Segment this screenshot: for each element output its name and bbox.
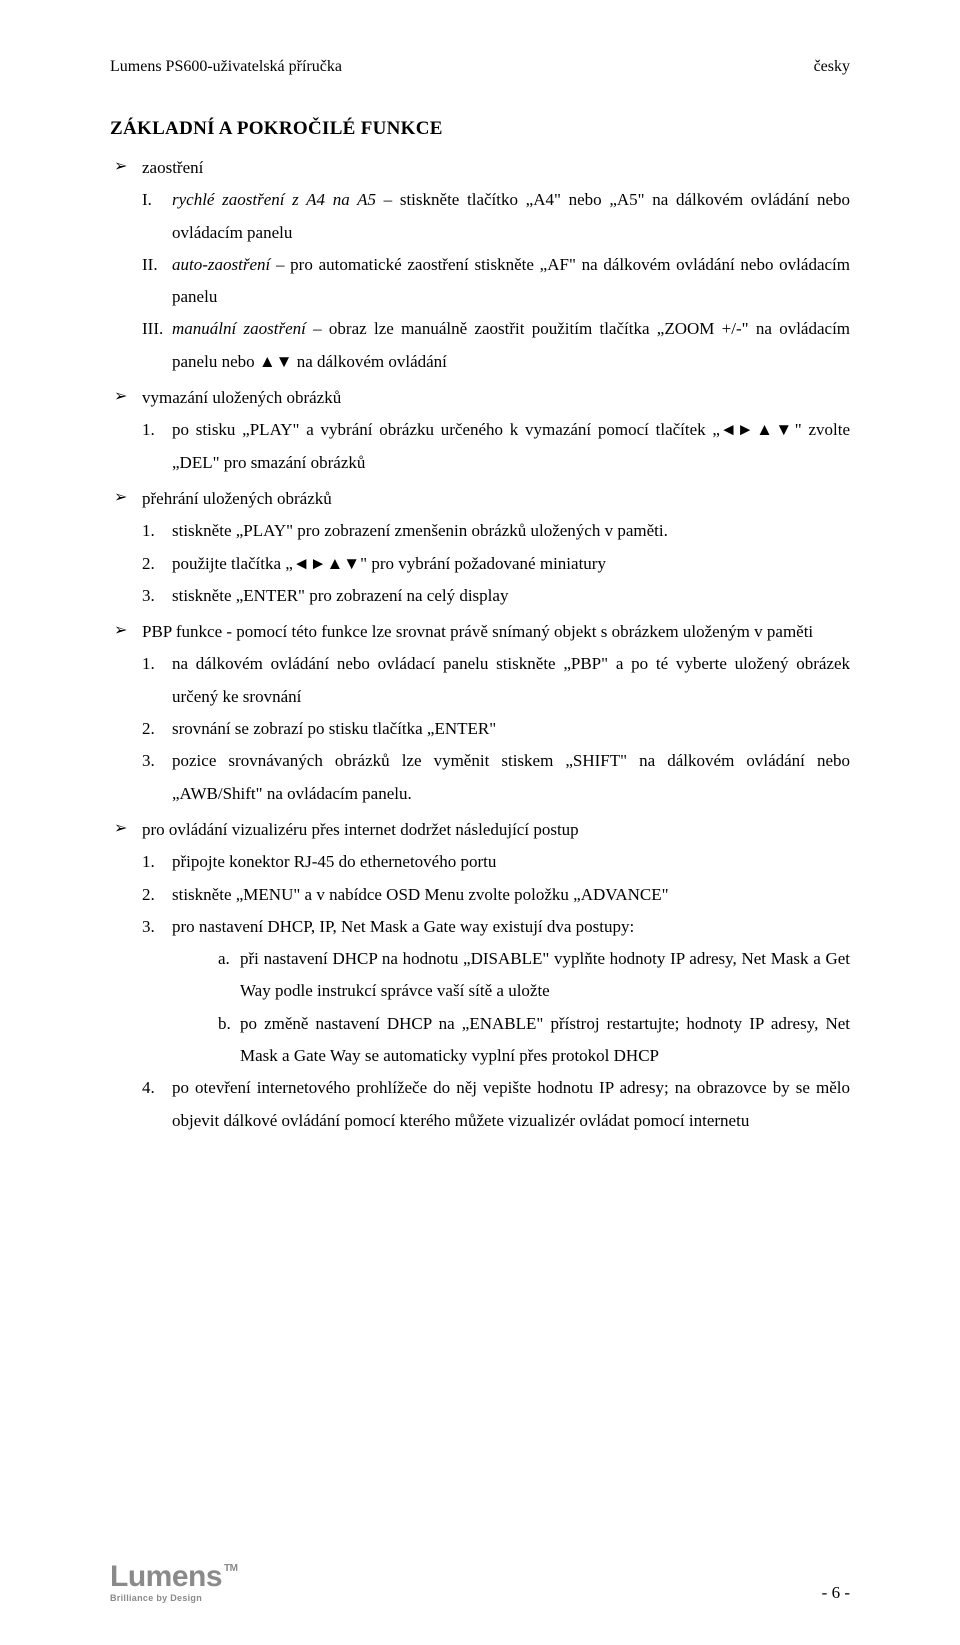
bullet-label: pro ovládání vizualizéru přes internet d…	[142, 820, 579, 839]
bullet-item: pro ovládání vizualizéru přes internet d…	[142, 814, 850, 1137]
sub-text: pozice srovnávaných obrázků lze vyměnit …	[172, 751, 850, 802]
sub-text: auto-zaostření – pro automatické zaostře…	[172, 255, 850, 306]
sub-item: 3.stiskněte „ENTER" pro zobrazení na cel…	[172, 580, 850, 612]
bullet-label: přehrání uložených obrázků	[142, 489, 332, 508]
sub-item: 1.stiskněte „PLAY" pro zobrazení zmenšen…	[172, 515, 850, 547]
italic-term: auto-zaostření	[172, 255, 270, 274]
sub-marker: 2.	[142, 879, 155, 911]
bullet-label: vymazání uložených obrázků	[142, 388, 341, 407]
sub-item: 1.po stisku „PLAY" a vybrání obrázku urč…	[172, 414, 850, 479]
sub-marker: 1.	[142, 414, 155, 446]
sub-marker: 2.	[142, 548, 155, 580]
sub-marker: 3.	[142, 580, 155, 612]
italic-term: manuální zaostření	[172, 319, 306, 338]
italic-term: rychlé zaostření z A4 na A5	[172, 190, 376, 209]
sub-list: 1. na dálkovém ovládání nebo ovládací pan…	[142, 648, 850, 809]
sub-list: 1. po stisku „PLAY" a vybrání obrázku urč…	[142, 414, 850, 479]
sub-sub-marker: b.	[218, 1008, 231, 1040]
sub-text: pro nastavení DHCP, IP, Net Mask a Gate …	[172, 917, 634, 936]
sub-item: 2.použijte tlačítka „◄►▲▼" pro vybrání p…	[172, 548, 850, 580]
page-header: Lumens PS600-uživatelská příručka česky	[110, 58, 850, 76]
main-heading: ZÁKLADNÍ A POKROČILÉ FUNKCE	[110, 118, 850, 140]
logo-tagline: Brilliance by Design	[110, 1593, 235, 1603]
header-left: Lumens PS600-uživatelská příručka	[110, 58, 342, 76]
sub-item: 3.pro nastavení DHCP, IP, Net Mask a Gat…	[172, 911, 850, 1072]
bullet-item: vymazání uložených obrázků 1. po stisku „P…	[142, 382, 850, 479]
sub-sub-marker: a.	[218, 943, 230, 975]
bullet-label: PBP funkce - pomocí této funkce lze srov…	[142, 622, 813, 641]
sub-item: I.rychlé zaostření z A4 na A5 – stisknět…	[172, 184, 850, 249]
sub-item: 1.připojte konektor RJ-45 do ethernetové…	[172, 846, 850, 878]
sub-sub-list: a. při nastavení DHCP na hodnotu „DISABLE…	[172, 943, 850, 1072]
sub-list: 1. stiskněte „PLAY" pro zobrazení zmenšen…	[142, 515, 850, 612]
sub-text: po stisku „PLAY" a vybrání obrázku určen…	[172, 420, 850, 471]
bullet-item: přehrání uložených obrázků 1. stiskněte „P…	[142, 483, 850, 612]
sub-item: 3.pozice srovnávaných obrázků lze vyměni…	[172, 745, 850, 810]
sub-marker: 2.	[142, 713, 155, 745]
sub-sub-item: b.po změně nastavení DHCP na „ENABLE" př…	[240, 1008, 850, 1073]
header-right: česky	[814, 58, 850, 76]
sub-sub-item: a.při nastavení DHCP na hodnotu „DISABLE…	[240, 943, 850, 1008]
sub-text: stiskněte „MENU" a v nabídce OSD Menu zv…	[172, 885, 669, 904]
page-number: - 6 -	[822, 1583, 850, 1603]
sub-item: 2.srovnání se zobrazí po stisku tlačítka…	[172, 713, 850, 745]
sub-item: 1.na dálkovém ovládání nebo ovládací pan…	[172, 648, 850, 713]
sub-item: 4.po otevření internetového prohlížeče d…	[172, 1072, 850, 1137]
bullet-item: PBP funkce - pomocí této funkce lze srov…	[142, 616, 850, 810]
sub-marker: 1.	[142, 846, 155, 878]
sub-text: stiskněte „PLAY" pro zobrazení zmenšenin…	[172, 521, 668, 540]
content-list: zaostření I. rychlé zaostření z A4 na A5 –…	[110, 152, 850, 1137]
sub-sub-text: při nastavení DHCP na hodnotu „DISABLE" …	[240, 949, 850, 1000]
sub-text: rychlé zaostření z A4 na A5 – stiskněte …	[172, 190, 850, 241]
sub-marker: I.	[142, 184, 152, 216]
sub-item: 2.stiskněte „MENU" a v nabídce OSD Menu …	[172, 879, 850, 911]
sub-marker: 3.	[142, 745, 155, 777]
sub-marker: 1.	[142, 648, 155, 680]
sub-text: připojte konektor RJ-45 do ethernetového…	[172, 852, 496, 871]
sub-marker: II.	[142, 249, 158, 281]
sub-marker: 3.	[142, 911, 155, 943]
logo-tm: TM	[224, 1563, 237, 1574]
sub-text: stiskněte „ENTER" pro zobrazení na celý …	[172, 586, 508, 605]
sub-sub-text: po změně nastavení DHCP na „ENABLE" přís…	[240, 1014, 850, 1065]
sub-text: manuální zaostření – obraz lze manuálně …	[172, 319, 850, 370]
bullet-label: zaostření	[142, 158, 203, 177]
sub-text: po otevření internetového prohlížeče do …	[172, 1078, 850, 1129]
logo-text: LumensTM	[110, 1562, 235, 1592]
bullet-item: zaostření I. rychlé zaostření z A4 na A5 –…	[142, 152, 850, 378]
brand-logo: LumensTM Brilliance by Design	[110, 1562, 235, 1603]
logo-main-text: Lumens	[110, 1560, 222, 1593]
sub-marker: III.	[142, 313, 163, 345]
sub-text: na dálkovém ovládání nebo ovládací panel…	[172, 654, 850, 705]
sub-item: III.manuální zaostření – obraz lze manuá…	[172, 313, 850, 378]
sub-list: 1. připojte konektor RJ-45 do ethernetové…	[142, 846, 850, 1137]
sub-text: použijte tlačítka „◄►▲▼" pro vybrání pož…	[172, 554, 606, 573]
sub-marker: 4.	[142, 1072, 155, 1104]
sub-item: II.auto-zaostření – pro automatické zaos…	[172, 249, 850, 314]
page-footer: LumensTM Brilliance by Design - 6 -	[110, 1562, 850, 1603]
sub-list: I. rychlé zaostření z A4 na A5 – stisknět…	[142, 184, 850, 378]
sub-text: srovnání se zobrazí po stisku tlačítka „…	[172, 719, 496, 738]
sub-marker: 1.	[142, 515, 155, 547]
